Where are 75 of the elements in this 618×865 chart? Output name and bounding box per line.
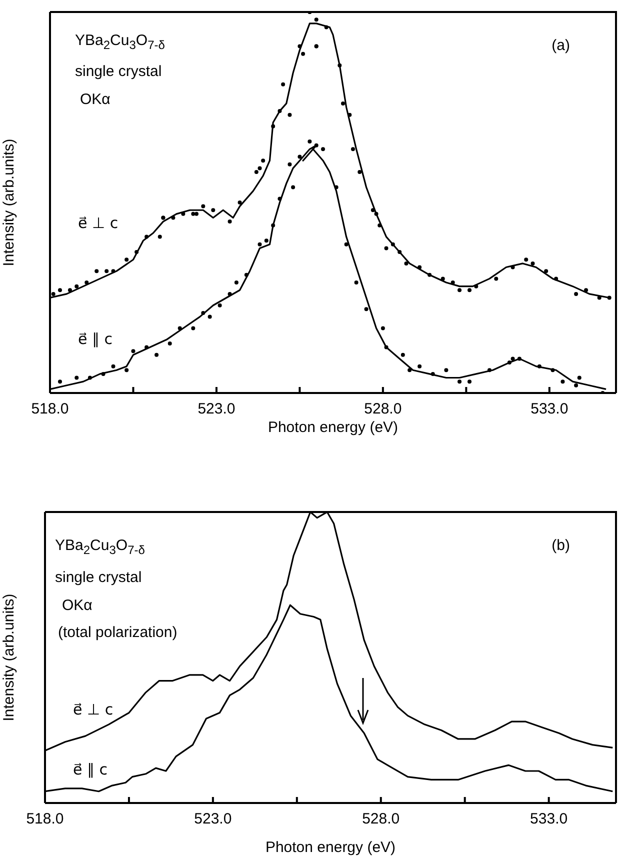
point (444, 368, 448, 372)
point (144, 345, 149, 350)
point (191, 326, 196, 330)
point (430, 372, 435, 376)
point (384, 345, 388, 350)
annotation: YBa$_{2}$Cu$_{3}$O$_{7-δ}$ (75, 32, 166, 52)
annotation: OKα (62, 597, 93, 614)
point (58, 380, 62, 384)
series-label: e⃗ ⊥ c (78, 214, 118, 232)
point (101, 372, 106, 376)
point (364, 307, 368, 312)
x-tick-label: 523.0 (194, 810, 232, 828)
point (574, 383, 578, 388)
point (218, 303, 222, 308)
annotation: (b) (552, 537, 570, 554)
point (334, 185, 338, 190)
annotation: single crystal (75, 63, 162, 80)
point (208, 314, 212, 319)
annotation: single crystal (55, 569, 142, 586)
point (111, 364, 116, 368)
point (168, 341, 172, 346)
x-tick-label: 523.0 (198, 400, 236, 418)
point (408, 368, 412, 372)
point (88, 376, 92, 380)
point (380, 326, 385, 330)
x-tick-label: 533.0 (530, 810, 568, 828)
point (291, 185, 296, 190)
annotation: OKα (80, 91, 111, 108)
x-tick-label: 533.0 (530, 400, 568, 418)
point (344, 242, 348, 246)
point (308, 140, 312, 144)
point (517, 356, 522, 361)
point (124, 368, 129, 372)
point (507, 360, 512, 365)
point (271, 223, 276, 228)
x-tick-label: 528.0 (364, 400, 402, 418)
point (354, 280, 358, 285)
point (298, 154, 302, 159)
point (537, 364, 542, 368)
series-label: e⃗ ∥ c (73, 760, 108, 778)
point (234, 280, 238, 285)
point (458, 380, 462, 384)
point (510, 356, 515, 361)
point (468, 380, 472, 384)
point (201, 310, 206, 315)
point (244, 272, 248, 277)
y-axis-title: Intensity (arb.units) (0, 594, 18, 722)
x-tick-label: 528.0 (362, 810, 400, 828)
point (154, 352, 159, 357)
point (577, 376, 582, 380)
point (487, 368, 492, 372)
x-axis-title: Photon energy (eV) (265, 839, 396, 856)
point (314, 143, 318, 148)
point (131, 349, 136, 354)
x-axis-title: Photon energy (eV) (268, 419, 398, 436)
point (178, 326, 182, 330)
x-tick-label: 518.0 (26, 810, 64, 828)
series-label: e⃗ ⊥ c (73, 700, 114, 719)
point (74, 376, 79, 380)
point (560, 380, 565, 384)
annotation: YBa$_{2}$Cu$_{3}$O$_{7-δ}$ (55, 537, 146, 558)
point (264, 238, 268, 243)
point (288, 162, 292, 166)
point (550, 368, 555, 372)
point (418, 364, 422, 368)
x-tick-label: 518.0 (31, 400, 69, 418)
annotation: (total polarization) (58, 624, 178, 641)
point (278, 196, 282, 201)
point (400, 352, 405, 357)
point (258, 242, 262, 246)
y-axis-title: Intensity (arb.units) (0, 138, 18, 266)
annotation: (a) (552, 37, 570, 54)
point (321, 147, 326, 152)
point (228, 292, 232, 296)
series-label: e⃗ ∥ c (78, 330, 113, 348)
